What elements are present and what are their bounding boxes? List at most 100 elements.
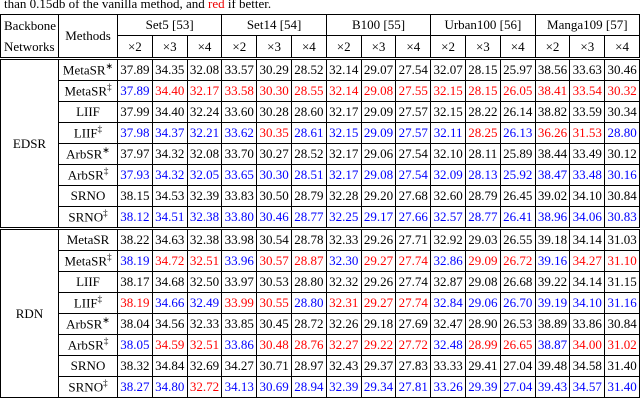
score-cell: 31.02	[604, 334, 640, 356]
score-cell: 38.89	[534, 313, 571, 335]
score-cell: 34.56	[151, 313, 188, 335]
score-cell: 34.53	[151, 185, 188, 207]
score-cell: 34.57	[569, 376, 606, 398]
score-cell: 27.68	[395, 185, 432, 207]
score-cell: 27.71	[395, 227, 432, 251]
score-cell: 37.93	[117, 164, 153, 186]
score-cell: 33.65	[221, 164, 258, 186]
score-cell: 39.43	[534, 376, 571, 398]
method-mark: ‡	[103, 378, 108, 389]
score-cell: 30.84	[604, 313, 640, 335]
score-cell: 34.00	[569, 334, 606, 356]
score-cell: 32.25	[325, 206, 362, 229]
score-cell: 31.40	[604, 376, 640, 398]
method-name: LIIF‡	[58, 122, 118, 144]
score-cell: 34.40	[151, 80, 188, 102]
score-cell: 39.18	[534, 227, 571, 251]
dataset-header: B100 [55]	[325, 13, 432, 37]
score-cell: 30.30	[256, 80, 292, 102]
score-cell: 31.40	[604, 355, 640, 377]
score-cell: 30.34	[604, 101, 640, 123]
method-mark: ∗	[102, 315, 110, 326]
score-cell: 27.04	[499, 355, 536, 377]
scale-header: ×3	[360, 35, 397, 59]
score-cell: 28.60	[290, 101, 327, 123]
data-row: LIIF‡ 38.19 34.66 32.49 33.99 30.55 28.80 32.31…	[1, 292, 640, 314]
score-cell: 34.68	[151, 271, 188, 293]
method-name: ArbSR∗	[58, 313, 118, 335]
score-cell: 31.16	[604, 292, 640, 314]
score-cell: 29.08	[360, 80, 397, 102]
score-cell: 29.26	[360, 227, 397, 251]
data-row: ArbSR∗ 38.04 34.56 32.33 33.85 30.45 28.72 32.2…	[1, 313, 640, 335]
score-cell: 30.27	[256, 143, 292, 165]
score-cell: 29.27	[360, 292, 397, 314]
score-cell: 38.19	[117, 292, 153, 314]
score-cell: 38.04	[117, 313, 153, 335]
score-cell: 32.05	[186, 164, 223, 186]
data-row: LIIF‡ 37.98 34.37 32.21 33.62 30.35 28.61 32.15…	[1, 122, 640, 144]
scale-header: ×3	[151, 35, 188, 59]
score-cell: 30.45	[256, 313, 292, 335]
method-text: ArbSR	[67, 167, 104, 183]
score-cell: 29.09	[360, 122, 397, 144]
score-cell: 32.84	[430, 292, 466, 314]
score-cell: 30.12	[604, 143, 640, 165]
score-cell: 31.10	[604, 250, 640, 272]
score-cell: 28.52	[290, 143, 327, 165]
backbone-name: RDN	[0, 227, 59, 398]
score-cell: 38.32	[117, 355, 153, 377]
score-cell: 38.41	[534, 80, 571, 102]
score-cell: 29.03	[465, 227, 501, 251]
score-cell: 27.57	[395, 122, 432, 144]
method-text: MetaSR	[62, 62, 106, 78]
score-cell: 39.22	[534, 271, 571, 293]
score-cell: 32.69	[186, 355, 223, 377]
score-cell: 26.55	[499, 227, 536, 251]
score-cell: 30.46	[256, 206, 292, 229]
score-cell: 30.28	[256, 101, 292, 123]
method-mark: ∗	[102, 145, 110, 156]
score-cell: 29.08	[465, 271, 501, 293]
method-name: MetaSR∗	[58, 57, 118, 81]
score-cell: 39.16	[534, 250, 571, 272]
method-name: MetaSR‡	[58, 80, 118, 102]
method-name: LIIF‡	[58, 292, 118, 314]
header-text: Networks	[4, 39, 55, 54]
score-cell: 38.27	[117, 376, 153, 398]
score-cell: 34.10	[569, 185, 606, 207]
score-cell: 33.60	[221, 101, 258, 123]
score-cell: 33.97	[221, 271, 258, 293]
score-cell: 32.28	[325, 185, 362, 207]
scale-header: ×2	[325, 35, 362, 59]
score-cell: 32.57	[430, 206, 466, 229]
score-cell: 34.66	[151, 292, 188, 314]
method-name: ArbSR‡	[58, 334, 118, 356]
score-cell: 32.51	[186, 334, 223, 356]
method-text: LIIF	[76, 274, 100, 289]
data-row: MetaSR‡ 37.89 34.40 32.17 33.58 30.30 28.55 32.…	[1, 80, 640, 102]
header-row: Backbone Networks Methods Set5 [53] Set14 [5…	[0, 13, 640, 59]
method-text: MetaSR	[66, 232, 110, 247]
score-cell: 33.70	[221, 143, 258, 165]
score-cell: 26.68	[499, 271, 536, 293]
score-cell: 32.92	[430, 227, 466, 251]
scale-header: ×3	[256, 35, 292, 59]
score-cell: 34.51	[151, 206, 188, 229]
scale-header: ×4	[395, 35, 432, 59]
score-cell: 34.80	[151, 376, 188, 398]
score-cell: 25.92	[499, 164, 536, 186]
score-cell: 27.54	[395, 143, 432, 165]
score-cell: 30.29	[256, 57, 292, 81]
score-cell: 28.79	[465, 185, 501, 207]
scale-header: ×4	[499, 35, 536, 59]
score-cell: 32.47	[430, 313, 466, 335]
method-name: MetaSR	[58, 227, 118, 251]
score-cell: 38.22	[117, 227, 153, 251]
score-cell: 28.87	[290, 250, 327, 272]
dataset-header: Urban100 [56]	[430, 13, 536, 37]
score-cell: 33.49	[569, 143, 606, 165]
score-cell: 33.59	[569, 101, 606, 123]
score-cell: 28.76	[290, 334, 327, 356]
score-cell: 30.46	[604, 57, 640, 81]
